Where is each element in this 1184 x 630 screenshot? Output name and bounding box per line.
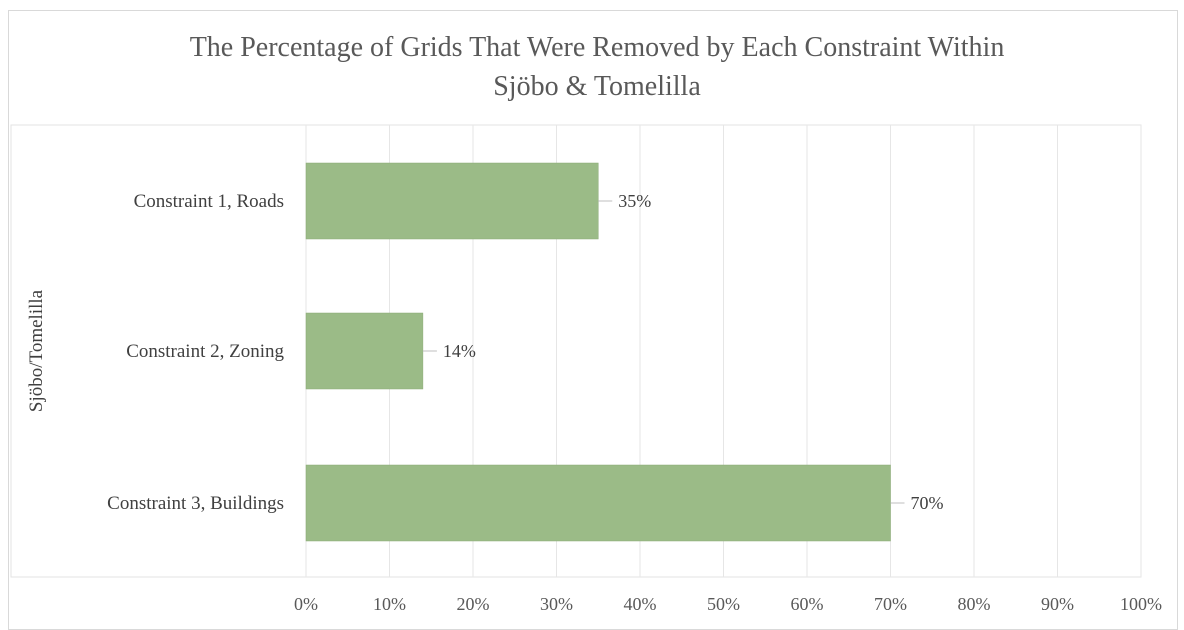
y-axis-title: Sjöbo/Tomelilla bbox=[26, 289, 47, 412]
data-label: 70% bbox=[911, 493, 944, 513]
data-label: 35% bbox=[618, 191, 651, 211]
x-tick-label: 50% bbox=[707, 594, 740, 614]
data-label: 14% bbox=[443, 341, 476, 361]
x-tick-label: 70% bbox=[874, 594, 907, 614]
category-label: Constraint 3, Buildings bbox=[107, 493, 284, 514]
x-tick-label: 30% bbox=[540, 594, 573, 614]
x-tick-label: 40% bbox=[624, 594, 657, 614]
category-label: Constraint 1, Roads bbox=[134, 191, 284, 212]
category-label: Constraint 2, Zoning bbox=[126, 341, 284, 362]
chart-title: The Percentage of Grids That Were Remove… bbox=[190, 32, 1005, 102]
chart-title-line-2: Sjöbo & Tomelilla bbox=[493, 71, 701, 102]
x-tick-labels: 0% 10% 20% 30% 40% 50% 60% 70% 80% 90% 100% bbox=[294, 594, 1162, 614]
x-tick-label: 0% bbox=[294, 594, 318, 614]
category-labels: Constraint 1, Roads Constraint 2, Zoning C… bbox=[107, 191, 284, 514]
x-tick-label: 60% bbox=[791, 594, 824, 614]
x-tick-label: 100% bbox=[1120, 594, 1162, 614]
x-tick-label: 90% bbox=[1041, 594, 1074, 614]
x-tick-label: 80% bbox=[958, 594, 991, 614]
x-tick-label: 10% bbox=[373, 594, 406, 614]
bar bbox=[305, 162, 599, 240]
bar bbox=[305, 312, 424, 390]
x-tick-label: 20% bbox=[457, 594, 490, 614]
bar bbox=[305, 464, 891, 542]
chart-title-line-1: The Percentage of Grids That Were Remove… bbox=[190, 32, 1005, 63]
bars bbox=[305, 162, 891, 542]
data-labels: 35% 14% 70% bbox=[422, 191, 944, 513]
